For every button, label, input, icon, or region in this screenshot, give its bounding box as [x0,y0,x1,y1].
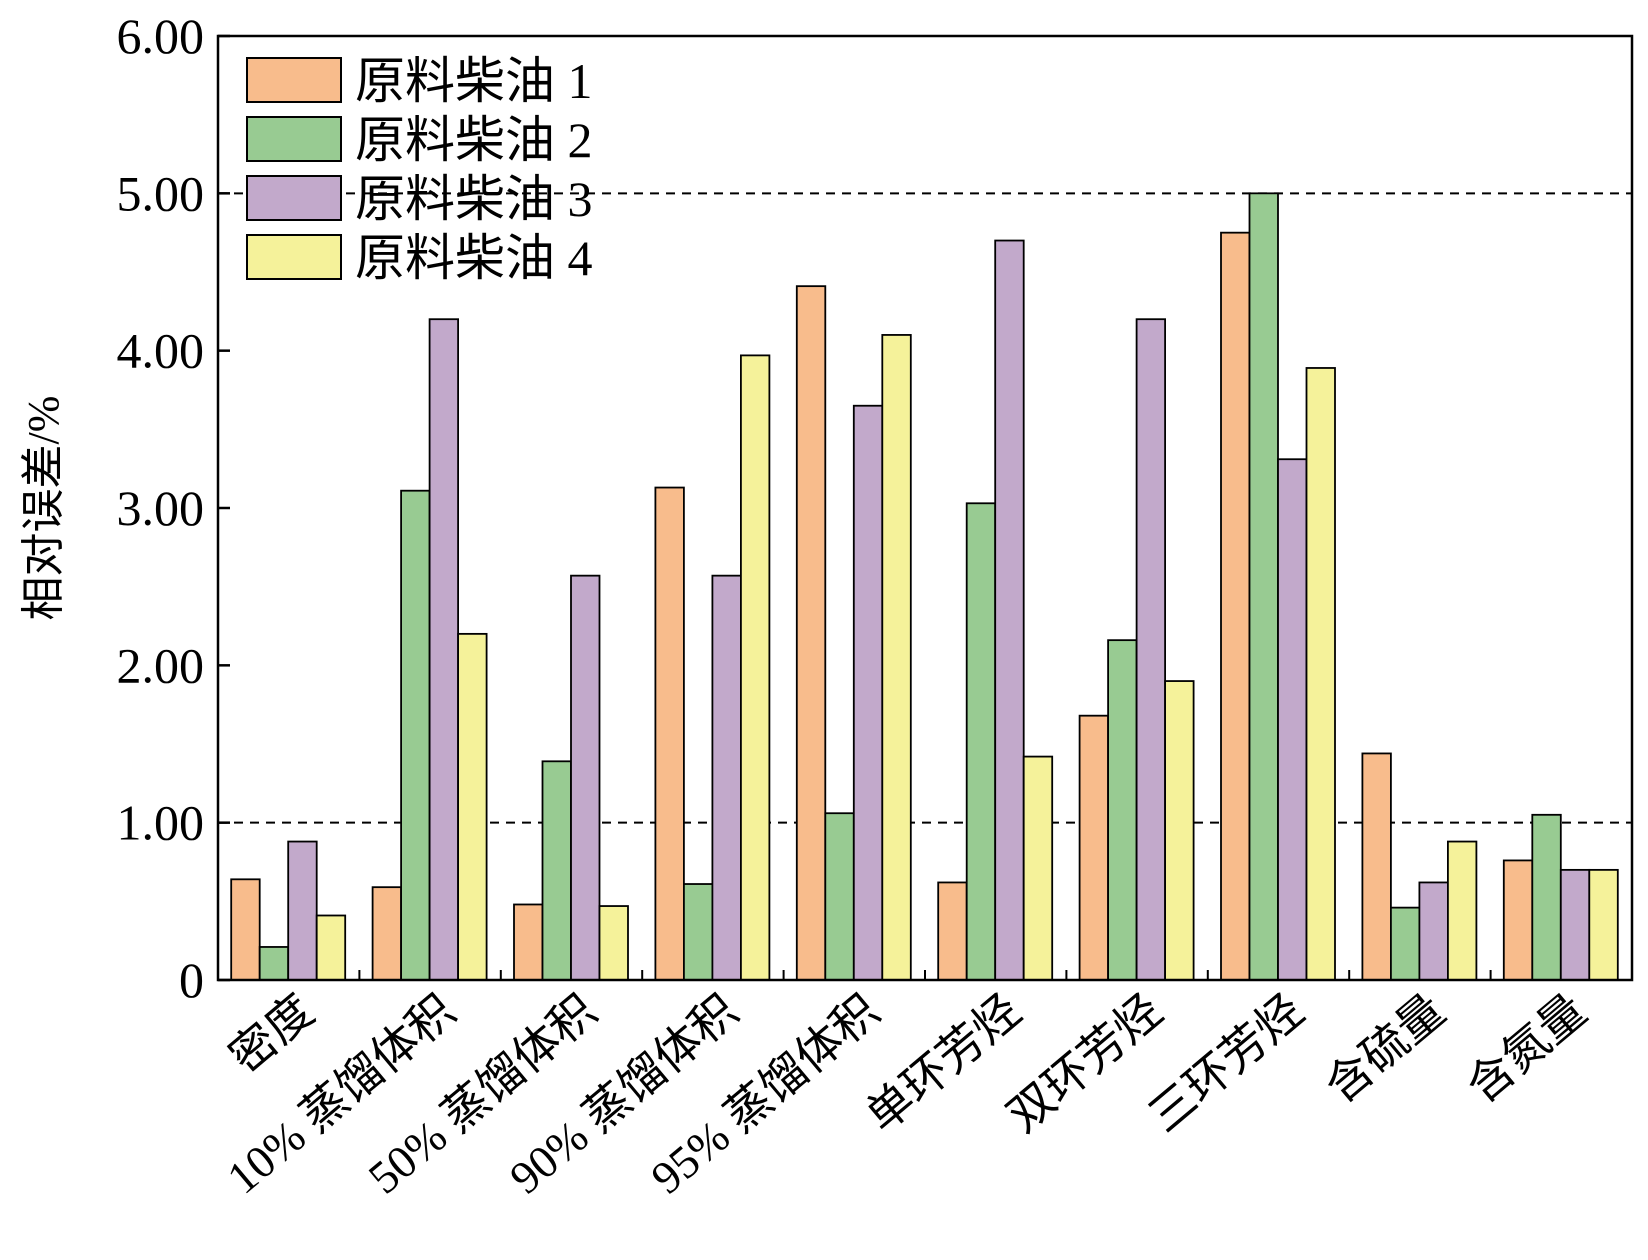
x-tick-label: 单环芳烃 [856,985,1030,1142]
bar [1390,906,1421,981]
bar [1107,639,1138,981]
y-axis-label: 相对误差/% [19,396,68,621]
x-tick-label: 三环芳烃 [1139,985,1313,1142]
bar [852,404,884,981]
bar [400,489,431,981]
x-tick-label: 含硫量 [1316,985,1454,1113]
y-tick-label: 3.00 [117,480,205,536]
bar [1022,755,1054,981]
bar [1135,318,1166,981]
series-1 [230,231,1534,981]
y-tick-label: 5.00 [117,165,205,221]
reference-lines [218,192,1632,824]
bar [654,486,685,981]
bar [824,812,855,981]
legend-label: 原料柴油 2 [355,112,593,168]
bar [683,883,714,981]
bar [795,285,827,981]
legend-item: 原料柴油 1 [246,53,593,109]
bar [711,574,742,981]
legend-swatch [246,234,342,280]
series-2 [258,192,1562,981]
bar [1220,231,1251,981]
x-tick-label: 密度 [220,985,323,1083]
bar [1277,458,1308,981]
bar [428,318,460,981]
bar [1447,840,1478,981]
bar [1361,752,1392,981]
bar [994,239,1025,981]
bar [230,878,261,981]
legend-swatch [246,175,342,221]
bar [740,354,771,981]
y-tick-label: 2.00 [117,637,205,693]
bar [457,632,488,981]
bar [937,881,968,981]
y-tick-label: 0 [179,952,204,1008]
x-tick-label: 含氮量 [1457,985,1595,1113]
bar [1531,813,1562,981]
legend-item: 原料柴油 2 [246,112,593,168]
bar [1248,192,1279,981]
series-3 [287,239,1591,981]
legend-swatch [246,116,342,162]
bar [1418,881,1449,981]
bar [541,760,572,981]
bar [315,914,347,981]
bar [1588,868,1619,981]
bar [513,903,544,981]
legend-label: 原料柴油 4 [355,230,593,286]
series-4 [315,334,1619,981]
legend-swatch [246,57,342,103]
bar [1502,859,1534,981]
bar [570,574,601,981]
bar [881,334,912,981]
bar [371,886,403,981]
legend-item: 原料柴油 3 [246,171,593,227]
y-tick-label: 4.00 [117,323,205,379]
y-tick-label: 1.00 [117,795,205,851]
bar [598,905,629,981]
bar [1559,868,1591,981]
legend-item: 原料柴油 4 [246,230,593,286]
bar [1164,680,1195,981]
y-axis: 0 1.00 2.00 3.00 4.00 5.00 6.00 [117,8,230,1008]
bars [230,192,1619,981]
bar [1078,714,1109,981]
bar [1305,367,1336,981]
bar [258,946,290,981]
legend-label: 原料柴油 1 [355,53,593,109]
bar [965,502,997,981]
y-tick-label: 6.00 [117,8,205,64]
bar [287,840,318,981]
legend-label: 原料柴油 3 [355,171,593,227]
x-tick-label: 双环芳烃 [998,985,1172,1142]
